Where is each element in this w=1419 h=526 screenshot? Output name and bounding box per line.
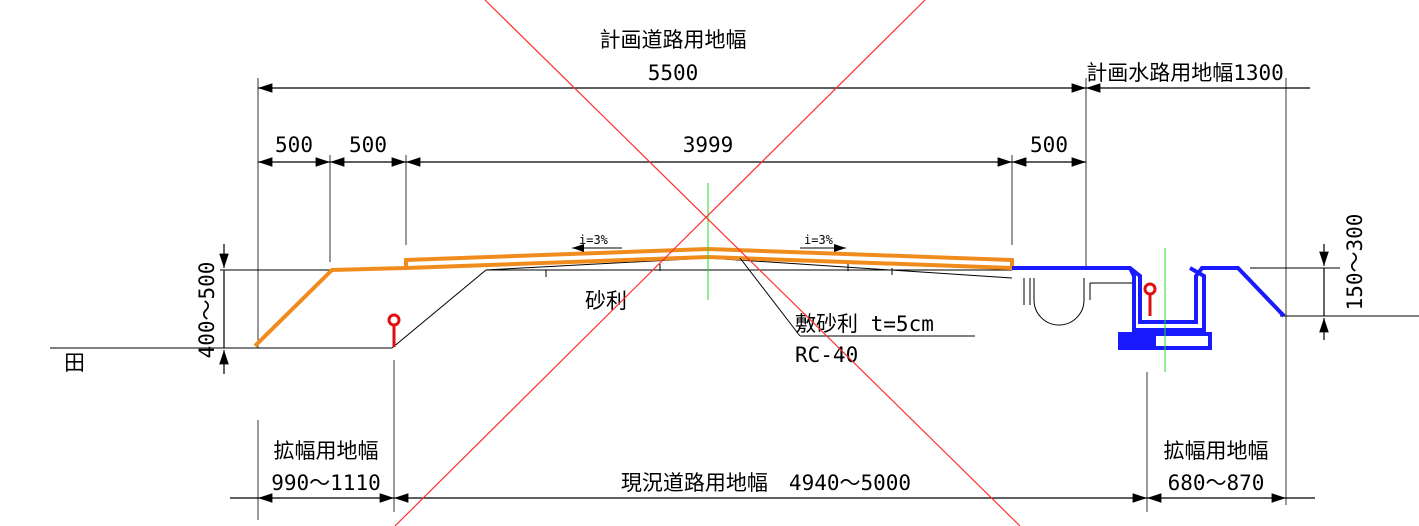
field-label: 田: [64, 351, 85, 375]
marker-pin-right: [1143, 282, 1157, 316]
slope-right-label: i=3%: [804, 233, 834, 247]
gravel-label: 砂利: [585, 289, 627, 313]
widen-left-value: 990～1110: [271, 471, 381, 495]
slope-left-label: i=3%: [579, 233, 609, 247]
planned-road-width: 5500: [648, 61, 699, 85]
existing-side-ditch: [1023, 278, 1135, 326]
height-right-label: 150～300: [1343, 214, 1367, 311]
planned-waterway-dimension: [1086, 78, 1310, 505]
dim-center: 3999: [683, 133, 734, 157]
base-gravel-label: 敷砂利 t=5cm: [795, 312, 934, 336]
gravel-leader: [739, 257, 975, 337]
ground-lines: [50, 267, 1419, 349]
widen-right-title: 拡幅用地幅: [1164, 439, 1269, 463]
height-left-label: 400～500: [195, 262, 219, 359]
sub-dimensions: [258, 155, 1086, 262]
cross-out-mark: [394, 0, 1021, 526]
road-pavement: [404, 246, 1014, 271]
base-gravel-spec: RC-40: [795, 343, 858, 367]
planned-waterway-label: 計画水路用地幅1300: [1086, 61, 1284, 85]
bottom-dimensions: [230, 360, 1315, 520]
planned-waterway: [1012, 266, 1286, 350]
road-slope-left: [253, 266, 407, 348]
existing-road-width: 現況道路用地幅 4940～5000: [621, 471, 911, 495]
dim-right: 500: [1030, 133, 1068, 157]
widen-left-title: 拡幅用地幅: [274, 439, 379, 463]
marker-pin-left: [387, 313, 401, 347]
planned-road-dimension: [257, 78, 1087, 348]
dim-left-1: 500: [275, 133, 313, 157]
widen-right-value: 680～870: [1168, 471, 1265, 495]
planned-road-title: 計画道路用地幅: [600, 28, 747, 52]
dim-left-2: 500: [349, 133, 387, 157]
